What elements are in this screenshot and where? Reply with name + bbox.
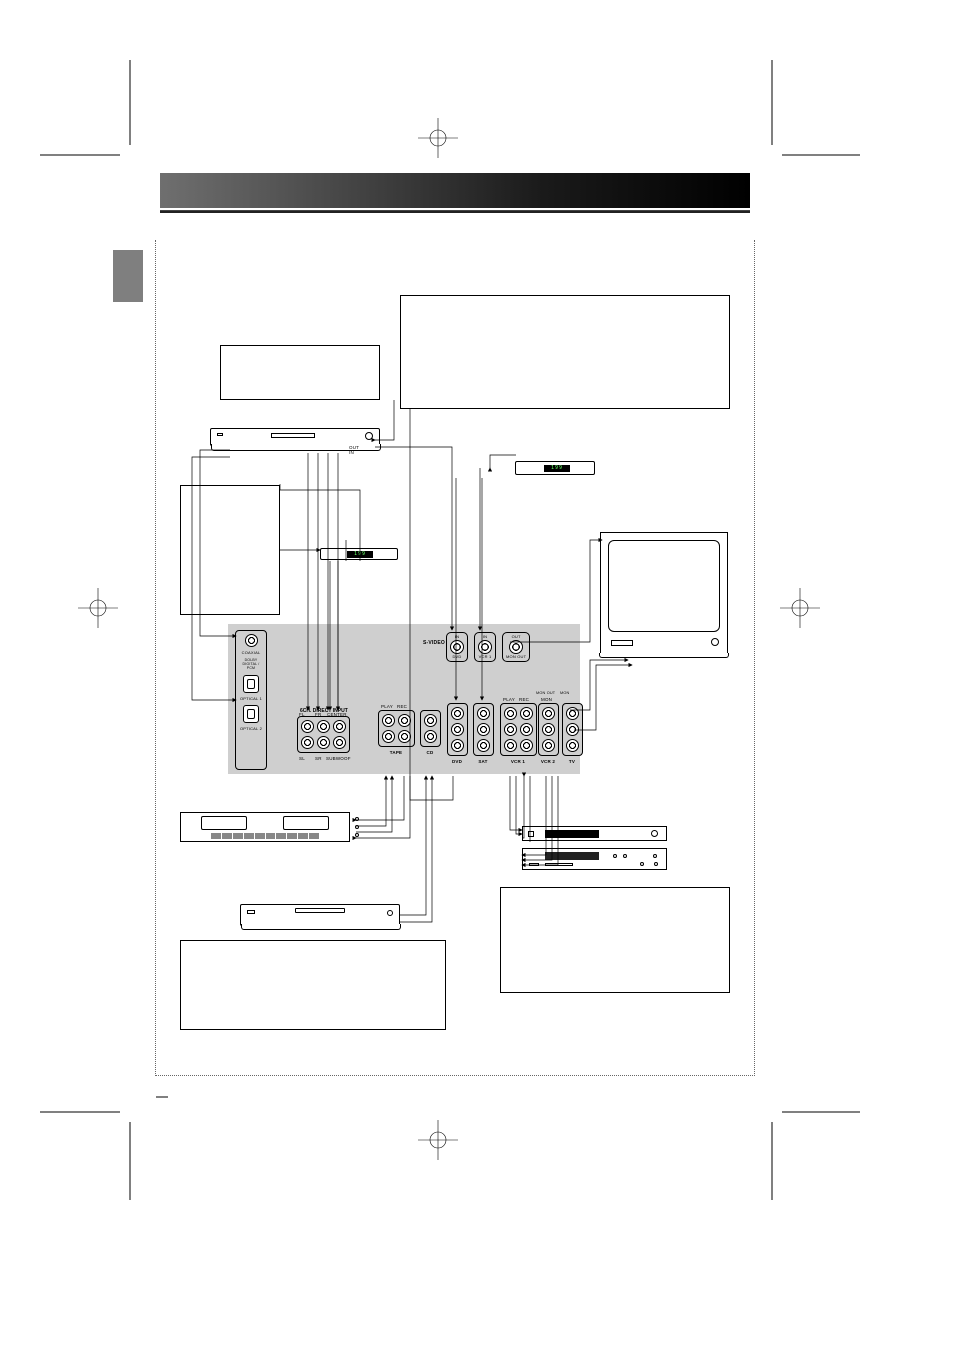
- wiring: [160, 240, 750, 1070]
- header-gradient: [160, 173, 750, 208]
- header-underline: [160, 210, 750, 213]
- diagram-page: OUTIN 199 199: [160, 240, 750, 1070]
- side-tab: [113, 250, 143, 302]
